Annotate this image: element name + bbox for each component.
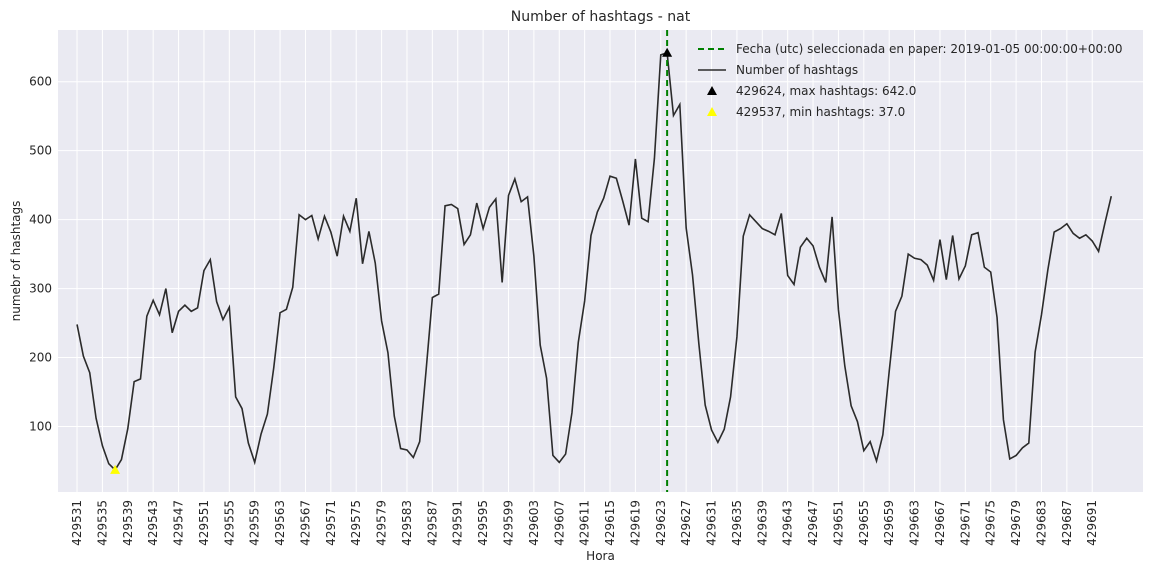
plot-background (58, 30, 1143, 492)
x-tick-label: 429535 (95, 500, 109, 546)
x-tick-label: 429647 (806, 500, 820, 546)
x-tick-label: 429651 (831, 500, 845, 546)
x-tick-label: 429667 (933, 500, 947, 546)
x-tick-label: 429575 (349, 500, 363, 546)
x-tick-label: 429579 (375, 500, 389, 546)
y-tick-label: 100 (29, 419, 52, 433)
x-tick-label: 429675 (984, 500, 998, 546)
x-tick-label: 429587 (425, 500, 439, 546)
x-tick-label: 429595 (476, 500, 490, 546)
x-tick-label: 429615 (603, 500, 617, 546)
x-tick-label: 429547 (172, 500, 186, 546)
y-tick-label: 300 (29, 282, 52, 296)
x-tick-label: 429611 (578, 500, 592, 546)
x-tick-label: 429631 (705, 500, 719, 546)
x-tick-label: 429559 (248, 500, 262, 546)
x-tick-label: 429531 (70, 500, 84, 546)
legend-label-max: 429624, max hashtags: 642.0 (736, 84, 916, 98)
x-tick-label: 429555 (222, 500, 236, 546)
legend-swatch-max-marker (707, 86, 717, 95)
x-tick-label: 429591 (451, 500, 465, 546)
x-axis-ticks: 429531 429535 429539 429543 429547 429551 4295… (70, 500, 1099, 546)
min-marker (110, 464, 121, 474)
max-marker (662, 47, 673, 57)
x-tick-label: 429543 (146, 500, 160, 546)
x-tick-label: 429643 (781, 500, 795, 546)
x-tick-label: 429623 (654, 500, 668, 546)
y-tick-label: 400 (29, 213, 52, 227)
legend-label-series: Number of hashtags (736, 63, 858, 77)
x-tick-label: 429639 (755, 500, 769, 546)
chart-title: Number of hashtags - nat (511, 9, 691, 25)
x-tick-label: 429567 (298, 500, 312, 546)
x-tick-label: 429619 (628, 500, 642, 546)
y-axis-ticks: 100 200 300 400 500 600 (29, 75, 52, 434)
extreme-markers (110, 47, 673, 474)
x-tick-label: 429607 (552, 500, 566, 546)
x-tick-label: 429659 (882, 500, 896, 546)
series-line-number-of-hashtags (76, 51, 1113, 472)
x-tick-label: 429687 (1060, 500, 1074, 546)
x-tick-label: 429679 (1009, 500, 1023, 546)
y-tick-label: 500 (29, 144, 52, 158)
x-axis-label: Hora (586, 549, 615, 563)
y-axis-label: numebr of hashtags (9, 201, 23, 322)
x-tick-label: 429635 (730, 500, 744, 546)
x-tick-label: 429671 (958, 500, 972, 546)
x-tick-label: 429683 (1034, 500, 1048, 546)
legend: Fecha (utc) seleccionada en paper: 2019-… (698, 42, 1123, 119)
x-tick-label: 429655 (857, 500, 871, 546)
legend-label-vline: Fecha (utc) seleccionada en paper: 2019-… (736, 42, 1123, 56)
x-tick-label: 429627 (679, 500, 693, 546)
x-tick-label: 429691 (1085, 500, 1099, 546)
x-tick-label: 429539 (121, 500, 135, 546)
x-tick-label: 429571 (324, 500, 338, 546)
x-tick-label: 429551 (197, 500, 211, 546)
x-tick-label: 429563 (273, 500, 287, 546)
x-tick-label: 429663 (908, 500, 922, 546)
x-tick-label: 429599 (501, 500, 515, 546)
legend-label-min: 429537, min hashtags: 37.0 (736, 105, 905, 119)
y-tick-label: 600 (29, 75, 52, 89)
legend-swatch-min-marker (707, 107, 717, 116)
x-tick-label: 429583 (400, 500, 414, 546)
x-tick-label: 429603 (527, 500, 541, 546)
y-tick-label: 200 (29, 351, 52, 365)
